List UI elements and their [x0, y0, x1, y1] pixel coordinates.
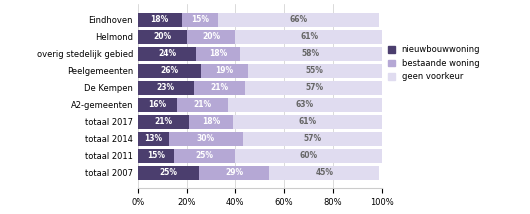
Text: 60%: 60% [299, 152, 317, 160]
Bar [138, 13, 182, 27]
Bar [194, 81, 245, 95]
Text: 18%: 18% [209, 49, 227, 58]
Bar [235, 30, 384, 44]
Bar [243, 132, 382, 146]
Bar [201, 64, 248, 78]
Bar [187, 30, 235, 44]
Bar [138, 132, 170, 146]
Bar [248, 64, 382, 78]
Text: 20%: 20% [153, 32, 171, 41]
Text: 61%: 61% [301, 32, 319, 41]
Bar [170, 132, 243, 146]
Text: 23%: 23% [157, 83, 175, 92]
Bar [189, 115, 233, 129]
Bar [245, 81, 384, 95]
Text: 13%: 13% [145, 134, 163, 143]
Text: 25%: 25% [196, 152, 214, 160]
Bar [138, 166, 199, 180]
Bar [240, 47, 382, 61]
Text: 18%: 18% [151, 15, 169, 24]
Text: 55%: 55% [306, 66, 323, 75]
Bar [218, 13, 379, 27]
Text: 29%: 29% [225, 168, 243, 177]
Bar [174, 149, 235, 163]
Legend: nieuwbouwwoning, bestaande woning, geen voorkeur: nieuwbouwwoning, bestaande woning, geen … [388, 45, 480, 81]
Text: 26%: 26% [161, 66, 179, 75]
Text: 21%: 21% [210, 83, 228, 92]
Bar [177, 98, 228, 112]
Bar [138, 30, 187, 44]
Text: 18%: 18% [202, 117, 220, 126]
Text: 58%: 58% [302, 49, 320, 58]
Text: 16%: 16% [148, 100, 166, 109]
Text: 19%: 19% [215, 66, 233, 75]
Text: 30%: 30% [197, 134, 215, 143]
Text: 15%: 15% [191, 15, 209, 24]
Bar [138, 64, 201, 78]
Text: 20%: 20% [202, 32, 220, 41]
Bar [196, 47, 240, 61]
Text: 63%: 63% [296, 100, 314, 109]
Text: 21%: 21% [154, 117, 172, 126]
Bar [138, 115, 189, 129]
Bar [199, 166, 269, 180]
Text: 24%: 24% [158, 49, 176, 58]
Bar [269, 166, 379, 180]
Bar [182, 13, 218, 27]
Bar [138, 149, 174, 163]
Bar [138, 81, 194, 95]
Text: 66%: 66% [290, 15, 308, 24]
Bar [235, 149, 382, 163]
Text: 57%: 57% [305, 83, 324, 92]
Bar [138, 98, 177, 112]
Text: 21%: 21% [193, 100, 211, 109]
Bar [138, 47, 196, 61]
Text: 61%: 61% [298, 117, 316, 126]
Text: 45%: 45% [315, 168, 333, 177]
Bar [233, 115, 382, 129]
Text: 57%: 57% [303, 134, 321, 143]
Bar [228, 98, 382, 112]
Text: 25%: 25% [160, 168, 177, 177]
Text: 15%: 15% [147, 152, 165, 160]
